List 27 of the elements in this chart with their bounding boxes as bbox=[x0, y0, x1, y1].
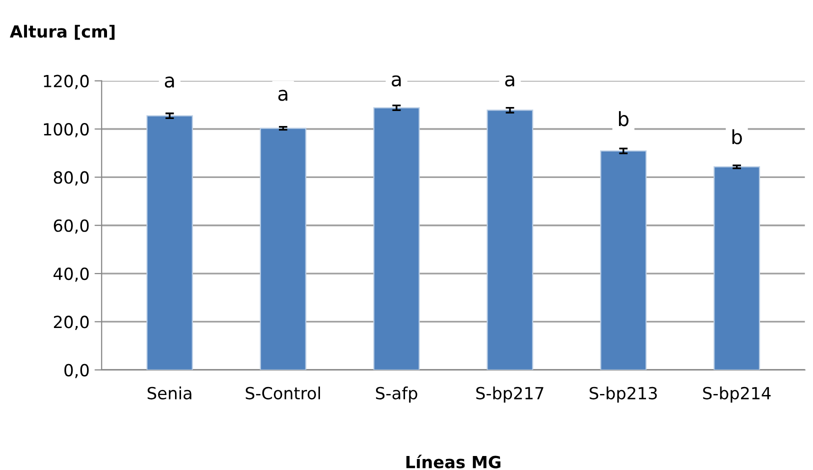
y-tick-label: 80,0 bbox=[54, 171, 89, 186]
y-tick-label: 20,0 bbox=[54, 316, 89, 330]
y-tick-label: 60,0 bbox=[54, 219, 89, 234]
x-tick-label: Senia bbox=[148, 386, 192, 400]
bar bbox=[260, 128, 306, 370]
x-tick-label: S-bp214 bbox=[703, 386, 771, 403]
y-tick-label: 120,0 bbox=[44, 74, 89, 90]
y-tick-label: 0,0 bbox=[64, 364, 89, 378]
bar bbox=[146, 115, 193, 370]
y-tick-label: 100,0 bbox=[44, 122, 89, 138]
x-tick-label: S-bp213 bbox=[590, 386, 657, 403]
x-tick-label: S-afp bbox=[376, 386, 418, 403]
y-axis-title: Altura [cm] bbox=[10, 24, 115, 40]
annotation: a bbox=[392, 75, 401, 86]
bar bbox=[714, 166, 760, 370]
annotation: a bbox=[505, 75, 514, 86]
bar bbox=[600, 150, 647, 370]
y-tick-label: 40,0 bbox=[54, 268, 89, 282]
annotation: b bbox=[618, 111, 628, 126]
x-tick-label: S-Control bbox=[246, 386, 320, 400]
annotation: b bbox=[732, 129, 742, 144]
annotation: a bbox=[164, 76, 174, 88]
annotation: a bbox=[278, 90, 288, 101]
x-axis-title: Líneas MG bbox=[406, 454, 500, 468]
x-tick-label: S-bp217 bbox=[476, 386, 544, 403]
bar bbox=[486, 110, 534, 370]
bar bbox=[373, 107, 420, 370]
